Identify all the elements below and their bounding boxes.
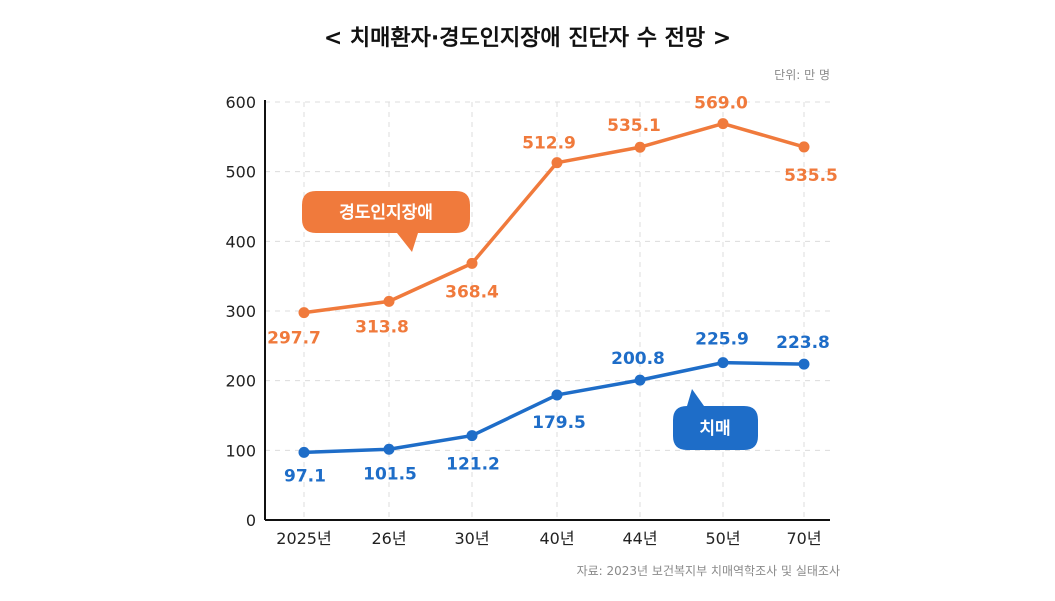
data-point [466, 257, 478, 269]
data-points [298, 118, 810, 458]
data-label: 313.8 [355, 317, 409, 337]
x-tick-label: 70년 [786, 529, 821, 548]
x-tick-label: 50년 [705, 529, 740, 548]
data-label: 297.7 [267, 329, 321, 349]
data-label: 121.2 [446, 455, 500, 475]
x-tick-label: 30년 [454, 529, 489, 548]
y-tick-label: 500 [225, 163, 256, 182]
y-tick-label: 100 [225, 441, 256, 460]
y-tick-label: 600 [225, 93, 256, 112]
data-label: 225.9 [695, 330, 749, 350]
legend-dementia-label: 치매 [699, 419, 730, 439]
grid-lines [265, 101, 830, 520]
data-label: 535.1 [607, 116, 661, 136]
x-tick-label: 2025년 [276, 529, 331, 548]
series-lines [303, 121, 805, 455]
data-point [634, 374, 646, 386]
source-note: 자료: 2023년 보건복지부 치매역학조사 및 실태조사 [576, 564, 840, 578]
y-tick-label: 0 [246, 511, 256, 530]
legend-bubble-mci-shape [302, 191, 470, 252]
data-label: 512.9 [522, 134, 576, 154]
data-labels: 297.7 313.8 368.4 512.9 535.1 569.0 535.5 97.1 1… [267, 94, 838, 487]
data-point [717, 118, 729, 130]
legend-mci-label: 경도인지장애 [339, 203, 433, 223]
unit-label: 단위: 만 명 [774, 68, 830, 82]
axes [264, 100, 830, 521]
legend-bubble-mci: 경도인지장애 [302, 191, 470, 252]
data-label: 223.8 [776, 333, 830, 353]
x-tick-labels: 2025년 26년 30년 40년 44년 50년 70년 [276, 529, 821, 548]
data-point [717, 357, 729, 369]
data-label: 535.5 [784, 166, 838, 186]
data-point [298, 446, 310, 458]
y-tick-label: 200 [225, 372, 256, 391]
data-label: 569.0 [694, 94, 748, 114]
y-tick-label: 300 [225, 302, 256, 321]
legend-bubble-dementia-shape [673, 389, 758, 450]
data-label: 200.8 [611, 349, 665, 369]
y-tick-label: 400 [225, 232, 256, 251]
data-point [383, 443, 395, 455]
x-tick-label: 26년 [371, 529, 406, 548]
data-label: 97.1 [284, 466, 326, 486]
data-label: 368.4 [445, 282, 499, 302]
data-label: 101.5 [363, 464, 417, 484]
legend-bubble-dementia: 치매 [673, 389, 758, 450]
y-tick-labels: 0 100 200 300 400 500 600 [225, 93, 256, 530]
data-point [551, 157, 563, 169]
data-point [798, 141, 810, 153]
data-point [634, 141, 646, 153]
chart-title: < 치매환자·경도인지장애 진단자 수 전망 > [323, 26, 732, 51]
x-tick-label: 44년 [622, 529, 657, 548]
data-point [551, 389, 563, 401]
data-point [383, 295, 395, 307]
x-tick-label: 40년 [539, 529, 574, 548]
data-point [798, 358, 810, 370]
data-point [466, 430, 478, 442]
data-label: 179.5 [532, 413, 586, 433]
data-point [298, 307, 310, 319]
